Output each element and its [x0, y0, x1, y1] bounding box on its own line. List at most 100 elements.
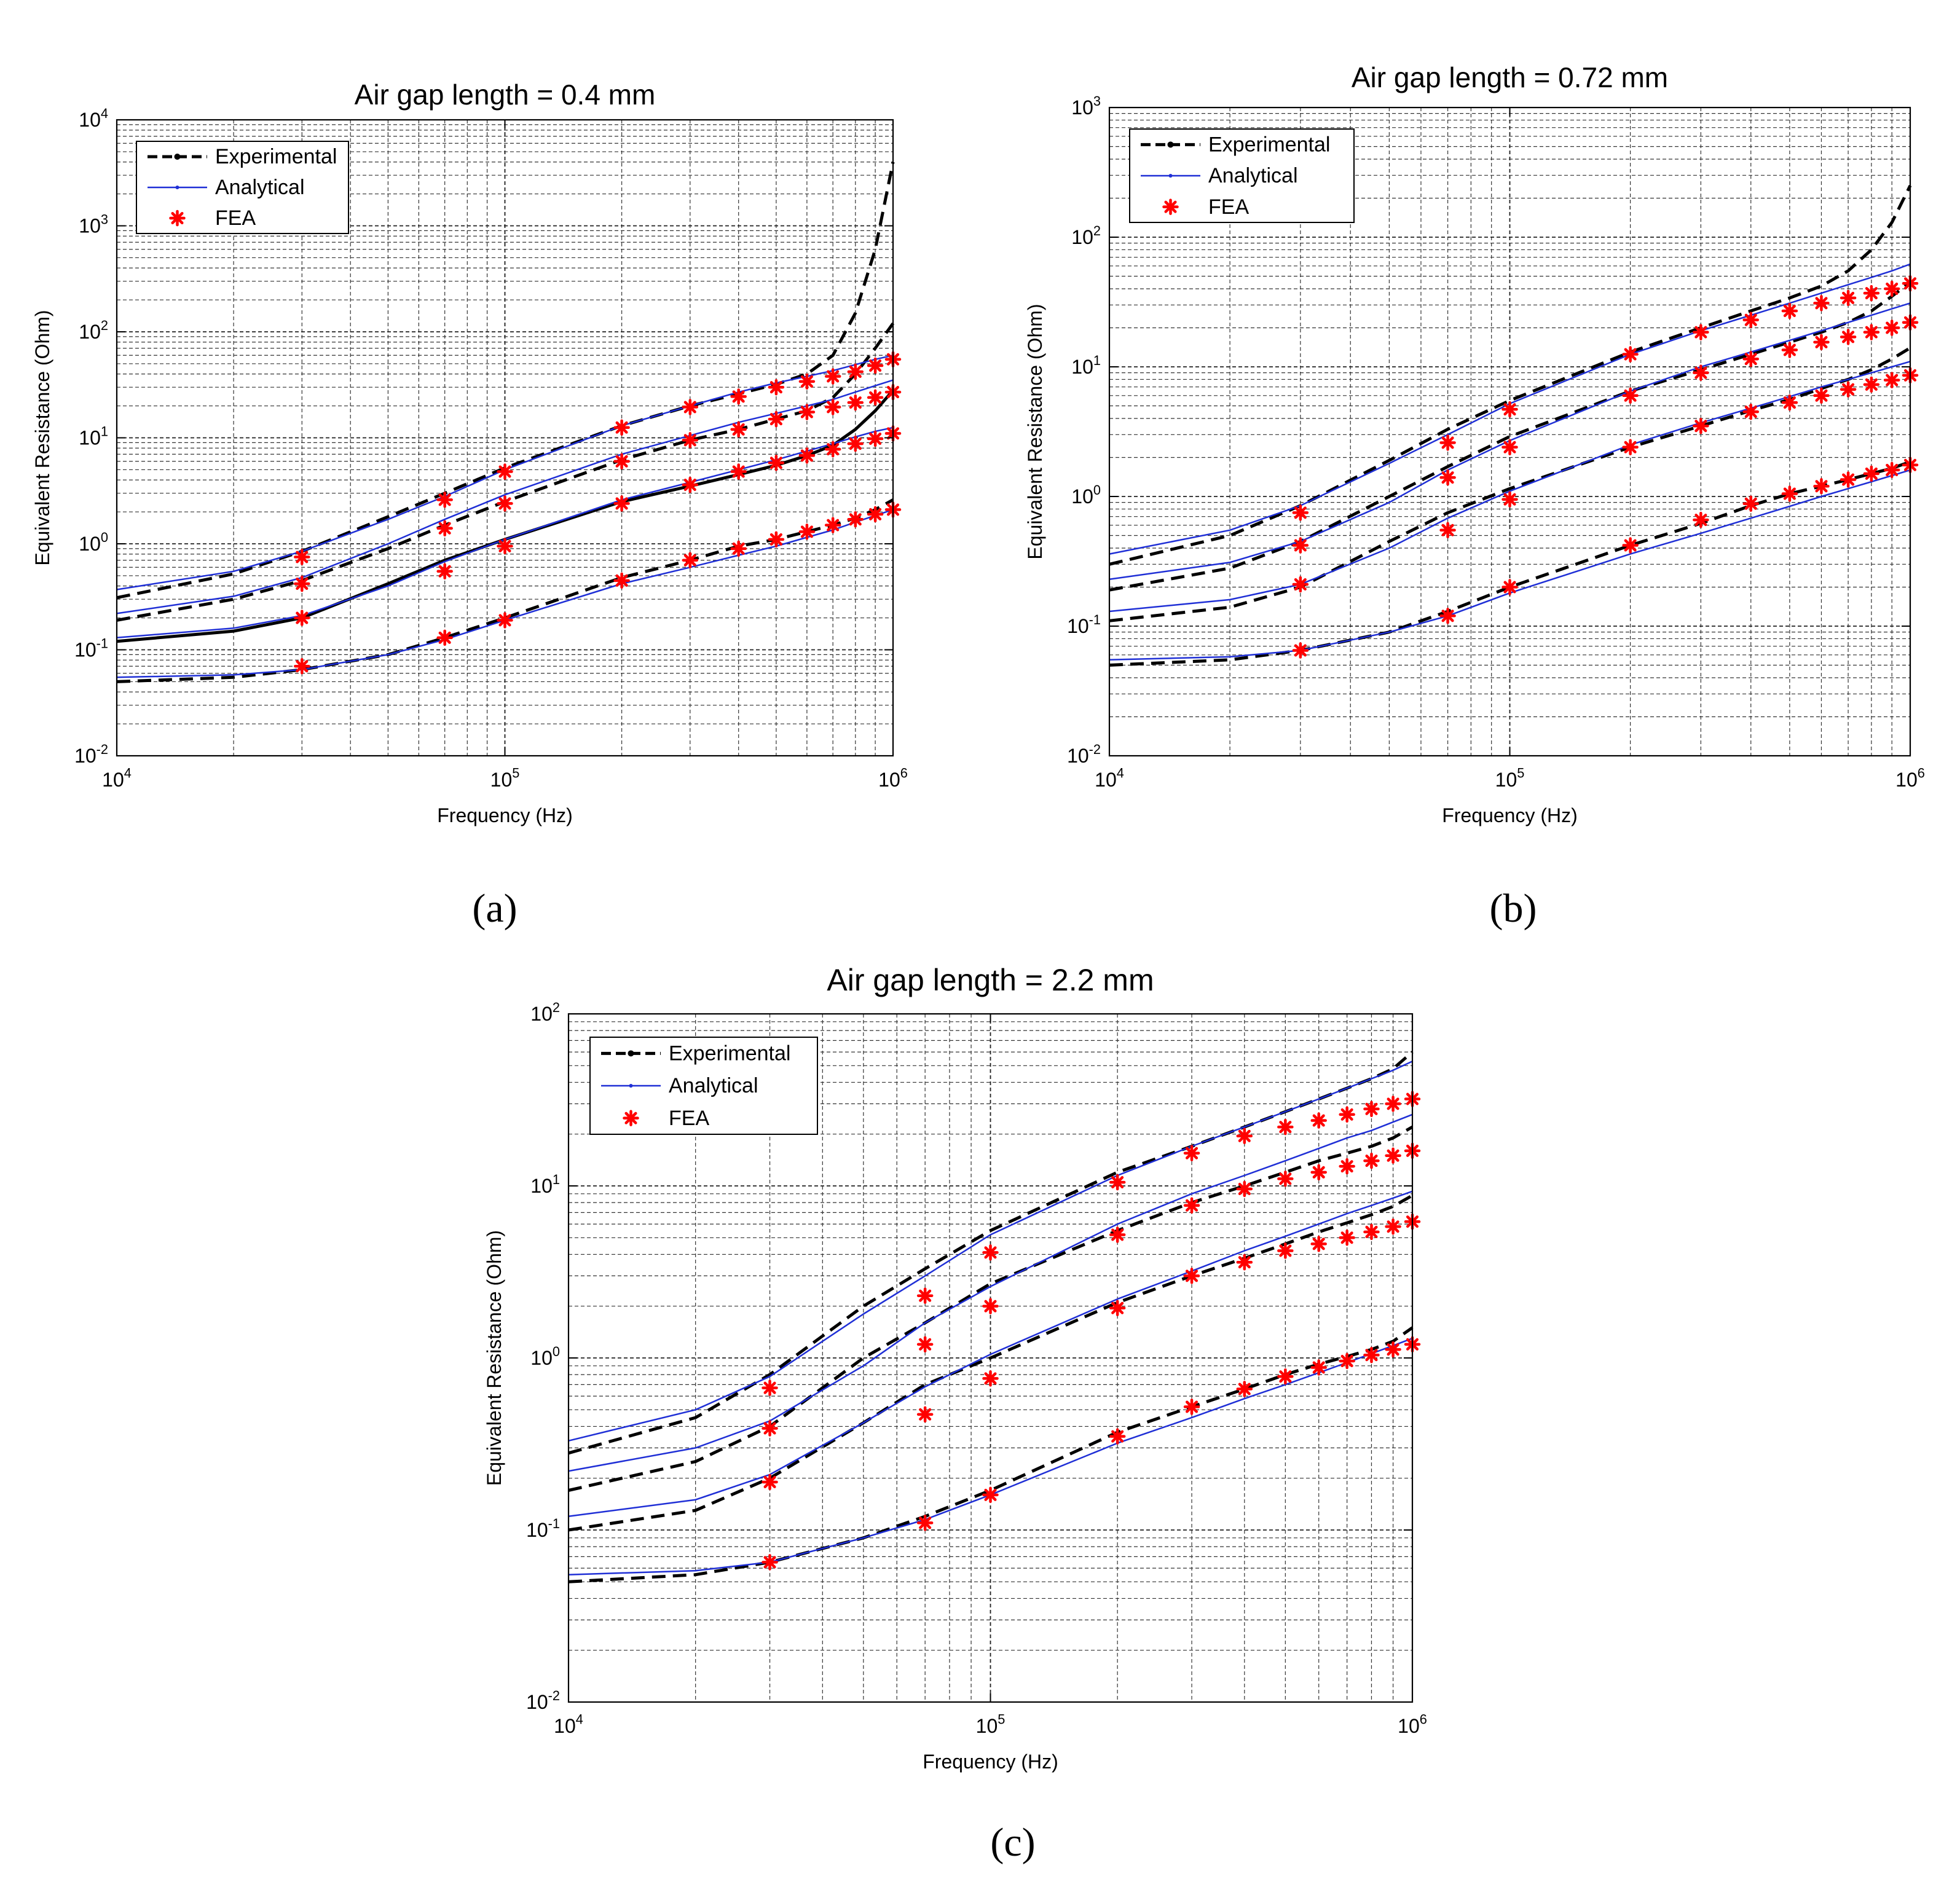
panel-label-a: (a): [472, 886, 517, 931]
fea-point: [1883, 280, 1900, 297]
fea-point: [847, 394, 864, 411]
fea-point: [1277, 1118, 1294, 1136]
fea-point: [1781, 485, 1798, 502]
fea-point: [768, 410, 785, 428]
legend-label-fea: FEA: [1208, 195, 1249, 219]
grid: [1109, 107, 1911, 756]
fea-point: [730, 421, 747, 438]
legend-marker-analytical: [629, 1084, 633, 1088]
fea-point: [1292, 576, 1309, 593]
fea-point: [1109, 1226, 1126, 1243]
x-tick-label: 105: [1495, 766, 1525, 791]
legend-label-analytical: Analytical: [1208, 164, 1298, 187]
fea-point: [1339, 1158, 1355, 1175]
fea-point: [1236, 1381, 1253, 1397]
legend-label-fea: FEA: [215, 206, 256, 230]
x-tick-label: 106: [878, 766, 908, 791]
x-tick-label: 104: [554, 1712, 583, 1737]
y-tick-label: 102: [530, 1000, 560, 1025]
fea-point: [916, 1406, 934, 1423]
fea-point: [1439, 608, 1456, 624]
fea-point: [762, 1473, 778, 1491]
chart-panel-c: 104 105 106 10-2 10-1 100 101 102 Air gap length…: [483, 963, 1427, 1773]
fea-point: [730, 540, 747, 557]
y-tick-label: 103: [1071, 93, 1101, 119]
fea-point: [1310, 1359, 1327, 1376]
fea-point: [916, 1336, 934, 1353]
y-tick-label: 103: [79, 211, 108, 237]
panel-label-b: (b): [1490, 886, 1537, 931]
legend: Experimental Analytical FEA: [1129, 128, 1355, 223]
y-tick-label: 101: [1071, 353, 1101, 378]
fea-point: [497, 612, 513, 629]
fea-point: [916, 1515, 934, 1531]
fea-point: [436, 492, 453, 508]
fea-point: [1310, 1164, 1327, 1181]
fea-point: [1742, 350, 1759, 367]
fea-point: [768, 379, 785, 396]
fea-point: [1501, 491, 1518, 508]
fea-point: [1310, 1236, 1327, 1252]
y-tick-label: 102: [1071, 223, 1101, 248]
fea-point: [1883, 372, 1900, 388]
fea-point: [1439, 434, 1456, 451]
chart-title: Air gap length = 2.2 mm: [827, 963, 1154, 997]
x-axis-label: Frequency (Hz): [1442, 804, 1578, 826]
series-line-experimental-1: [116, 322, 895, 622]
fea-point: [1501, 579, 1518, 595]
legend: Experimental Analytical FEA: [136, 141, 349, 234]
fea-point: [1883, 461, 1900, 479]
fea-point: [982, 1370, 999, 1387]
fea-point: [497, 538, 513, 555]
fea-point: [682, 399, 699, 415]
fea-point: [1183, 1197, 1200, 1214]
fea-point: [1363, 1346, 1380, 1363]
x-axis-label: Frequency (Hz): [923, 1751, 1058, 1773]
fea-points: [1292, 275, 1919, 659]
fea-point: [1693, 511, 1709, 528]
fea-point: [294, 575, 310, 592]
legend-swatch-fea: [169, 210, 186, 227]
legend-swatch-fea: [623, 1110, 639, 1126]
y-tick-label: 10-1: [1067, 612, 1101, 637]
fea-point: [1339, 1230, 1355, 1246]
fea-point: [1501, 401, 1518, 418]
y-axis-label: Equivalent Resistance (Ohm): [483, 1230, 505, 1486]
fea-point: [847, 511, 864, 528]
fea-point: [1439, 469, 1456, 486]
fea-point: [436, 563, 453, 580]
fea-point: [982, 1486, 999, 1504]
fea-point: [1183, 1399, 1200, 1415]
fea-point: [1109, 1174, 1126, 1191]
y-tick-label: 10-2: [1067, 742, 1101, 767]
fea-point: [1863, 284, 1880, 302]
chart-title: Air gap length = 0.72 mm: [1352, 61, 1668, 93]
fea-point: [1385, 1096, 1401, 1112]
grid: [568, 1013, 1413, 1703]
fea-point: [1236, 1253, 1253, 1271]
x-tick-label: 105: [490, 766, 520, 791]
legend-marker-analytical: [1168, 174, 1173, 178]
fea-point: [1742, 495, 1759, 512]
fea-point: [1277, 1171, 1294, 1187]
fea-point: [982, 1298, 999, 1314]
legend-label-experimental: Experimental: [1208, 133, 1330, 157]
y-tick-label: 10-2: [526, 1688, 560, 1713]
fea-point: [867, 389, 884, 406]
x-tick-label: 104: [102, 766, 132, 791]
fea-point: [1781, 342, 1798, 358]
fea-point: [1501, 439, 1518, 456]
fea-point: [682, 432, 699, 449]
fea-point: [294, 549, 310, 565]
y-tick-label: 104: [79, 106, 108, 131]
legend-label-experimental: Experimental: [669, 1042, 790, 1065]
y-axis-label: Equivalent Resistance (Ohm): [1024, 304, 1046, 559]
x-tick-label: 104: [1095, 766, 1124, 791]
legend-marker-experimental: [1167, 141, 1174, 148]
x-tick-label: 106: [1895, 766, 1925, 791]
y-tick-label: 100: [530, 1344, 560, 1369]
fea-point: [613, 495, 630, 512]
fea-point: [613, 453, 630, 470]
fea-point: [682, 552, 699, 568]
